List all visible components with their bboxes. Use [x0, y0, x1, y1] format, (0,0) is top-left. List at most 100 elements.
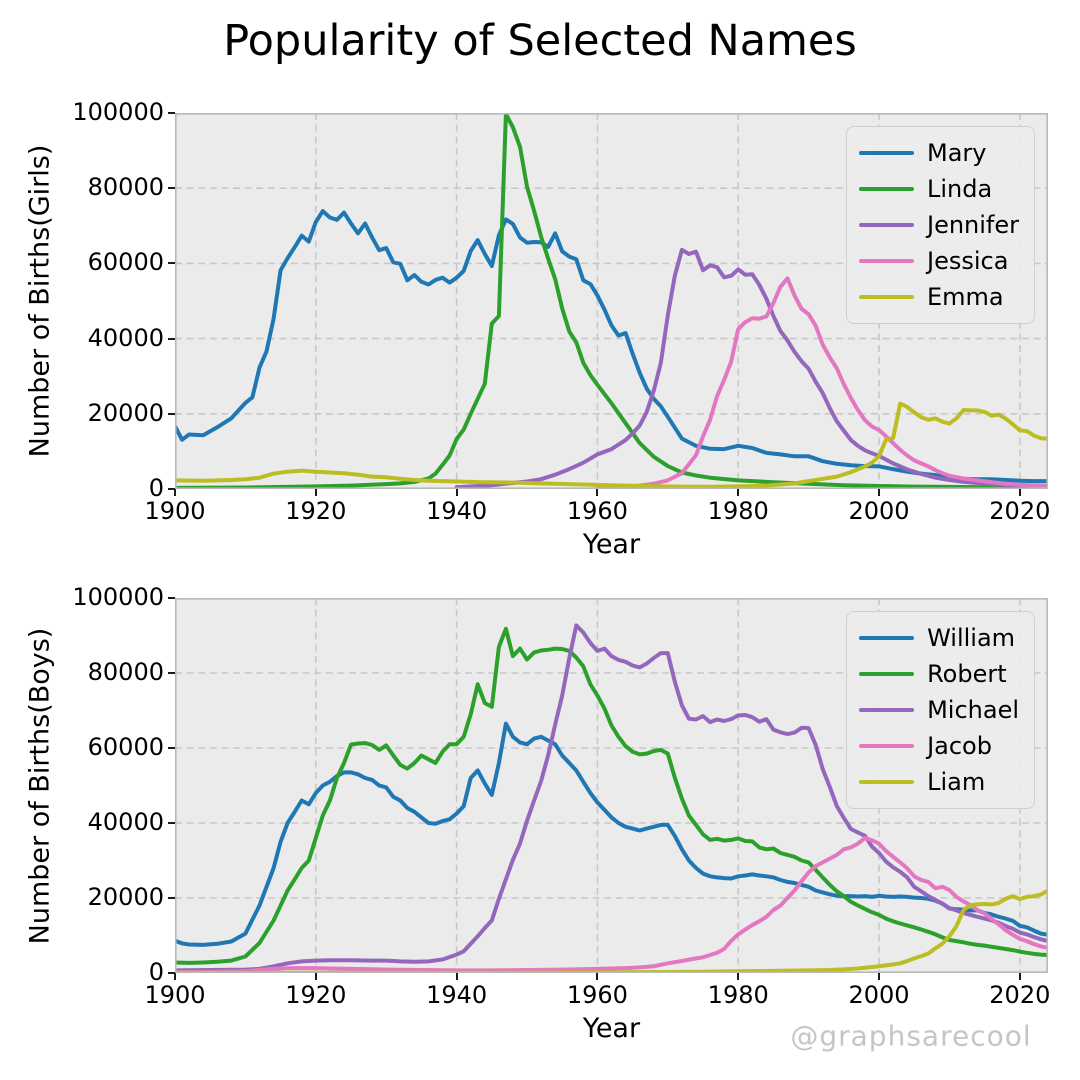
legend-line-swatch	[858, 294, 914, 300]
x-tick-mark	[737, 489, 740, 496]
legend-item-liam: Liam	[859, 764, 1019, 800]
y-tick-label: 60000	[87, 248, 164, 277]
series-line-michael	[175, 623, 1048, 973]
legend-label: Mary	[926, 139, 987, 167]
x-tick-label: 1920	[285, 981, 347, 1009]
legend-item-william: William	[859, 620, 1019, 656]
series-line-william	[175, 721, 1048, 947]
legend-label: Michael	[927, 696, 1019, 724]
y-axis-label: Number of Births(Girls)	[24, 144, 56, 458]
x-tick-mark	[596, 973, 599, 980]
y-tick-mark	[168, 672, 175, 674]
y-tick-mark	[168, 972, 175, 974]
legend-item-emma: Emma	[858, 279, 1019, 315]
x-tick-label: 2020	[989, 497, 1051, 525]
legend-item-mary: Mary	[858, 135, 1019, 171]
y-tick-mark	[168, 112, 175, 114]
legend-line-swatch	[858, 258, 914, 264]
y-tick-label: 80000	[87, 173, 164, 202]
legend-item-robert: Robert	[859, 656, 1019, 692]
legend-item-linda: Linda	[858, 171, 1019, 207]
x-tick-mark	[878, 489, 881, 496]
y-tick-label: 20000	[87, 883, 164, 911]
x-tick-label: 1940	[426, 981, 488, 1009]
legend-item-michael: Michael	[859, 692, 1019, 728]
y-tick-mark	[168, 262, 175, 265]
y-tick-label: 20000	[87, 398, 164, 427]
x-tick-mark	[314, 489, 317, 496]
x-tick-label: 2000	[848, 981, 910, 1009]
y-tick-label: 60000	[87, 733, 164, 761]
legend-label: Linda	[926, 175, 993, 203]
y-tick-mark	[168, 822, 175, 824]
x-tick-mark	[174, 973, 176, 980]
legend-item-jacob: Jacob	[859, 728, 1019, 764]
legend-label: Jessica	[926, 247, 1009, 275]
x-tick-label: 1980	[707, 497, 769, 525]
x-tick-label: 1920	[285, 497, 347, 525]
series-line-jacob	[175, 836, 1048, 973]
legend-line-swatch	[859, 707, 915, 713]
girls-legend: Mary Linda Jennifer Jessica Emma	[845, 126, 1035, 324]
series-line-jessica	[595, 276, 1048, 489]
y-tick-label: 100000	[72, 583, 164, 611]
legend-line-swatch	[859, 743, 915, 749]
legend-label: Emma	[926, 283, 1004, 311]
x-tick-mark	[878, 973, 881, 980]
legend-line-swatch	[859, 779, 915, 785]
legend-label: Robert	[927, 660, 1007, 688]
boys-plot-area	[175, 598, 1048, 973]
y-tick-mark	[168, 412, 175, 415]
y-tick-label: 40000	[87, 808, 164, 836]
figure-title: Popularity of Selected Names	[223, 16, 857, 66]
x-tick-label: 1960	[566, 497, 628, 525]
y-tick-label: 100000	[72, 98, 164, 126]
boys-legend: William Robert Michael Jacob Liam	[846, 611, 1035, 809]
x-tick-label: 2020	[989, 981, 1051, 1009]
x-tick-mark	[596, 489, 599, 496]
girls-plot-area	[175, 113, 1048, 489]
y-tick-label: 80000	[87, 658, 164, 686]
x-axis-label: Year	[582, 529, 641, 560]
x-tick-label: 1900	[144, 497, 206, 525]
x-tick-label: 1940	[426, 497, 488, 525]
legend-label: Jacob	[927, 732, 992, 760]
y-tick-mark	[168, 597, 175, 599]
x-tick-label: 1960	[566, 981, 628, 1009]
legend-line-swatch	[859, 635, 915, 641]
y-tick-label: 40000	[87, 323, 164, 352]
x-axis-label: Year	[582, 1013, 641, 1044]
x-tick-mark	[314, 973, 317, 980]
legend-item-jennifer: Jennifer	[858, 207, 1019, 243]
y-tick-label: 0	[148, 474, 164, 502]
legend-line-swatch	[858, 222, 914, 228]
grid-lines	[175, 598, 1048, 973]
y-tick-mark	[168, 187, 175, 190]
legend-line-swatch	[858, 150, 914, 156]
x-tick-label: 1900	[144, 981, 206, 1009]
x-tick-mark	[1018, 489, 1021, 496]
axes-spines	[175, 113, 1048, 489]
legend-label: Liam	[927, 768, 986, 796]
y-axis-label: Number of Births(Boys)	[24, 627, 56, 944]
legend-line-swatch	[859, 671, 915, 677]
x-tick-mark	[455, 973, 458, 980]
series-line-liam	[175, 888, 1048, 973]
legend-label: William	[927, 624, 1016, 652]
legend-label: Jennifer	[926, 211, 1019, 239]
series-line-jennifer	[454, 247, 1048, 489]
y-tick-mark	[168, 488, 175, 490]
x-tick-mark	[737, 973, 740, 980]
axes-spines	[175, 598, 1048, 973]
x-tick-mark	[174, 489, 176, 496]
y-tick-mark	[168, 747, 175, 749]
x-tick-mark	[455, 489, 458, 496]
grid-lines	[175, 113, 1048, 489]
y-tick-label: 0	[148, 958, 164, 986]
plot-background	[175, 598, 1048, 973]
series-line-robert	[175, 626, 1048, 965]
series-line-mary	[175, 209, 1048, 484]
y-tick-mark	[168, 897, 175, 899]
